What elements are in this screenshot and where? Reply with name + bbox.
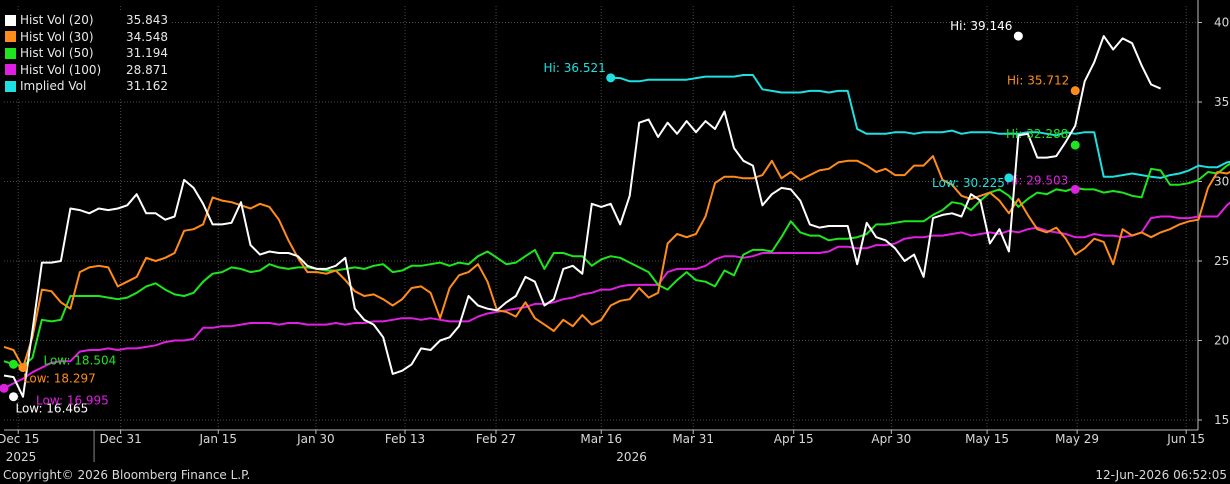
hi-low-markers: Hi: 39.146 Low: 16.465 Hi: 35.712 Low: 18.2… xyxy=(0,19,1080,416)
legend-series-name: Hist Vol (100) xyxy=(20,62,102,77)
y-tick-label: 30 xyxy=(1214,175,1229,189)
x-tick-label: Dec 31 xyxy=(99,432,141,446)
legend-swatch xyxy=(5,14,16,26)
y-tick-label: 20 xyxy=(1214,334,1229,348)
y-tick-label: 15 xyxy=(1214,413,1229,427)
legend-entry: Hist Vol (100) 28.871 xyxy=(5,62,168,79)
hi-annotation-label: Hi: 39.146 xyxy=(950,19,1012,33)
legend: Hist Vol (20) 35.843 Hist Vol (30) 34.548 Hi… xyxy=(2,11,171,97)
legend-series-name: Hist Vol (30) xyxy=(20,29,94,44)
x-tick-label: Feb 13 xyxy=(385,432,425,446)
x-tick-label: Apr 30 xyxy=(871,432,911,446)
x-tick-label: Jun 15 xyxy=(1166,432,1205,446)
legend-series-name: Hist Vol (50) xyxy=(20,46,94,60)
lo-marker xyxy=(1004,173,1014,183)
legend-last-value: 31.162 xyxy=(126,79,168,93)
legend-swatch xyxy=(5,80,16,92)
series-line-hist-vol-50- xyxy=(3,162,1230,367)
y-tick-label: 35 xyxy=(1214,95,1229,109)
lo-annotation-label: Low: 18.504 xyxy=(43,353,116,367)
hi-annotation-label: Hi: 29.503 xyxy=(1006,173,1068,187)
hi-annotation-label: Hi: 32.288 xyxy=(1006,127,1068,141)
series-lines xyxy=(3,35,1230,398)
lo-annotation-label: Low: 16.465 xyxy=(15,402,88,416)
legend-last-value: 28.871 xyxy=(126,62,168,77)
lo-marker xyxy=(18,363,28,373)
legend-last-value: 31.194 xyxy=(126,46,168,60)
year-label: 2026 xyxy=(616,450,647,464)
series-line-implied-vol xyxy=(610,74,1230,179)
hi-annotation-label: Hi: 35.712 xyxy=(1007,74,1069,88)
hi-marker xyxy=(606,73,616,83)
lo-marker xyxy=(8,359,18,369)
x-tick-label: Mar 16 xyxy=(580,432,622,446)
legend-swatch xyxy=(5,31,16,43)
x-tick-label: May 15 xyxy=(965,432,1009,446)
legend-entry: Implied Vol 31.162 xyxy=(5,78,168,95)
x-tick-label: Jan 30 xyxy=(296,432,335,446)
lo-marker xyxy=(8,392,18,402)
legend-swatch xyxy=(5,64,16,76)
lo-annotation-label: Low: 16.995 xyxy=(36,393,109,407)
y-tick-label: 40 xyxy=(1214,16,1229,30)
legend-series-name: Hist Vol (20) xyxy=(20,13,94,27)
legend-entry: Hist Vol (30) 34.548 xyxy=(5,29,168,46)
x-tick-label: Apr 15 xyxy=(774,432,814,446)
y-tick-label: 25 xyxy=(1214,254,1229,268)
lo-annotation-label: Low: 30.225 xyxy=(932,176,1005,190)
lo-annotation-label: Low: 18.297 xyxy=(23,372,96,386)
legend-swatch xyxy=(5,47,16,59)
timestamp-text: 12-Jun-2026 06:52:05 xyxy=(1095,468,1227,482)
x-tick-label: Mar 31 xyxy=(672,432,714,446)
legend-last-value: 34.548 xyxy=(126,29,168,44)
series-line-hist-vol-20- xyxy=(3,35,1161,398)
hi-marker xyxy=(1070,86,1080,96)
legend-entry: Hist Vol (50) 31.194 xyxy=(5,45,168,62)
hi-marker xyxy=(1070,140,1080,150)
hi-marker xyxy=(1070,184,1080,194)
lo-marker xyxy=(0,383,9,393)
x-tick-label: May 29 xyxy=(1055,432,1099,446)
series-line-hist-vol-30- xyxy=(3,155,1230,369)
x-tick-label: Feb 27 xyxy=(476,432,516,446)
grid-lines xyxy=(4,6,1198,430)
hi-marker xyxy=(1013,31,1023,41)
legend-entry: Hist Vol (20) 35.843 xyxy=(5,12,168,29)
series-line-hist-vol-100- xyxy=(3,201,1230,390)
hi-annotation-label: Hi: 36.521 xyxy=(544,61,606,75)
x-tick-label: Dec 15 xyxy=(0,432,39,446)
legend-last-value: 35.843 xyxy=(126,13,168,27)
copyright-text: Copyright© 2026 Bloomberg Finance L.P. xyxy=(3,468,251,482)
year-label: 2025 xyxy=(6,450,37,464)
x-tick-label: Jan 15 xyxy=(198,432,237,446)
legend-series-name: Implied Vol xyxy=(20,79,87,93)
